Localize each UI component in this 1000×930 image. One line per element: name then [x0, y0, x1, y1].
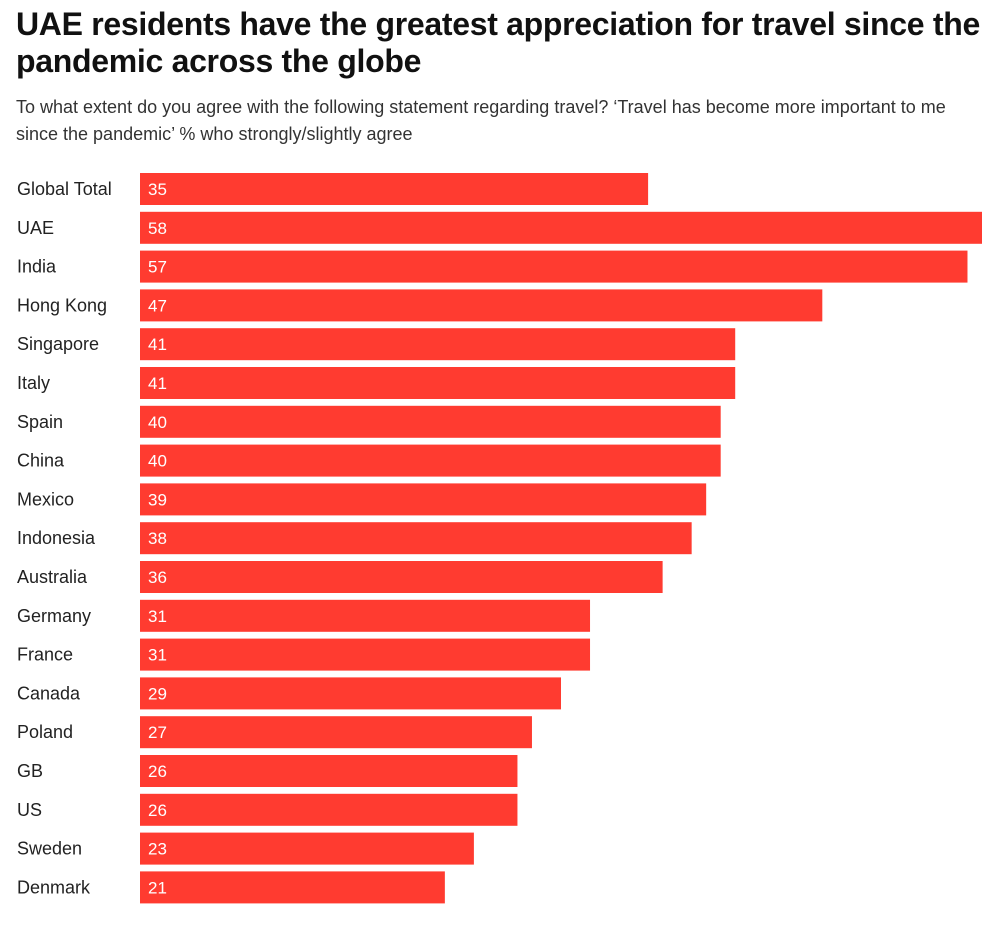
data-label: 40 [148, 452, 167, 471]
bar [140, 444, 721, 477]
category-label: India [17, 257, 57, 277]
bar [140, 793, 518, 826]
bar [140, 211, 982, 244]
category-label: US [17, 800, 42, 820]
category-label: Singapore [17, 334, 99, 354]
category-label: Mexico [17, 489, 74, 509]
category-label: Global Total [17, 179, 112, 199]
category-label: Australia [17, 567, 88, 587]
bar [140, 405, 721, 438]
data-label: 57 [148, 258, 167, 277]
data-label: 31 [148, 646, 167, 665]
category-label: Indonesia [17, 528, 96, 548]
category-label: Italy [17, 373, 50, 393]
category-label: Spain [17, 412, 63, 432]
data-label: 38 [148, 529, 167, 548]
bar [140, 755, 518, 787]
category-label: Denmark [17, 877, 91, 897]
category-label: Hong Kong [17, 295, 107, 315]
data-label: 47 [148, 296, 167, 315]
chart-subtitle: To what extent do you agree with the fol… [16, 97, 946, 144]
data-label: 41 [148, 374, 167, 393]
bar [140, 522, 692, 555]
data-label: 31 [148, 607, 167, 626]
data-label: 29 [148, 684, 167, 703]
category-label: Poland [17, 722, 73, 742]
bar [140, 638, 591, 671]
chart-header: UAE residents have the greatest apprecia… [16, 6, 986, 148]
bar [140, 483, 707, 516]
category-label: GB [17, 761, 43, 781]
data-label: 39 [148, 490, 167, 509]
data-label: 35 [148, 180, 167, 199]
data-label: 58 [148, 219, 167, 238]
bar [140, 561, 663, 593]
data-label: 41 [148, 335, 167, 354]
bar [140, 871, 445, 904]
data-label: 36 [148, 568, 167, 587]
bar [140, 599, 591, 632]
bar [140, 289, 823, 322]
category-label: Sweden [17, 839, 82, 859]
data-label: 21 [148, 878, 167, 897]
category-label: Germany [17, 606, 91, 626]
data-label: 23 [148, 840, 167, 859]
category-label: France [17, 645, 73, 665]
data-label: 27 [148, 723, 167, 742]
bar [140, 677, 561, 710]
bar [140, 250, 968, 283]
data-label: 26 [148, 801, 167, 820]
bar [140, 328, 736, 361]
chart-title: UAE residents have the greatest apprecia… [16, 6, 980, 79]
data-label: 26 [148, 762, 167, 781]
category-label: China [17, 451, 65, 471]
bar [140, 173, 649, 205]
bar [140, 367, 736, 399]
category-label: UAE [17, 218, 54, 238]
bar [140, 716, 532, 749]
bar [140, 832, 474, 865]
category-label: Canada [17, 683, 81, 703]
data-label: 40 [148, 413, 167, 432]
